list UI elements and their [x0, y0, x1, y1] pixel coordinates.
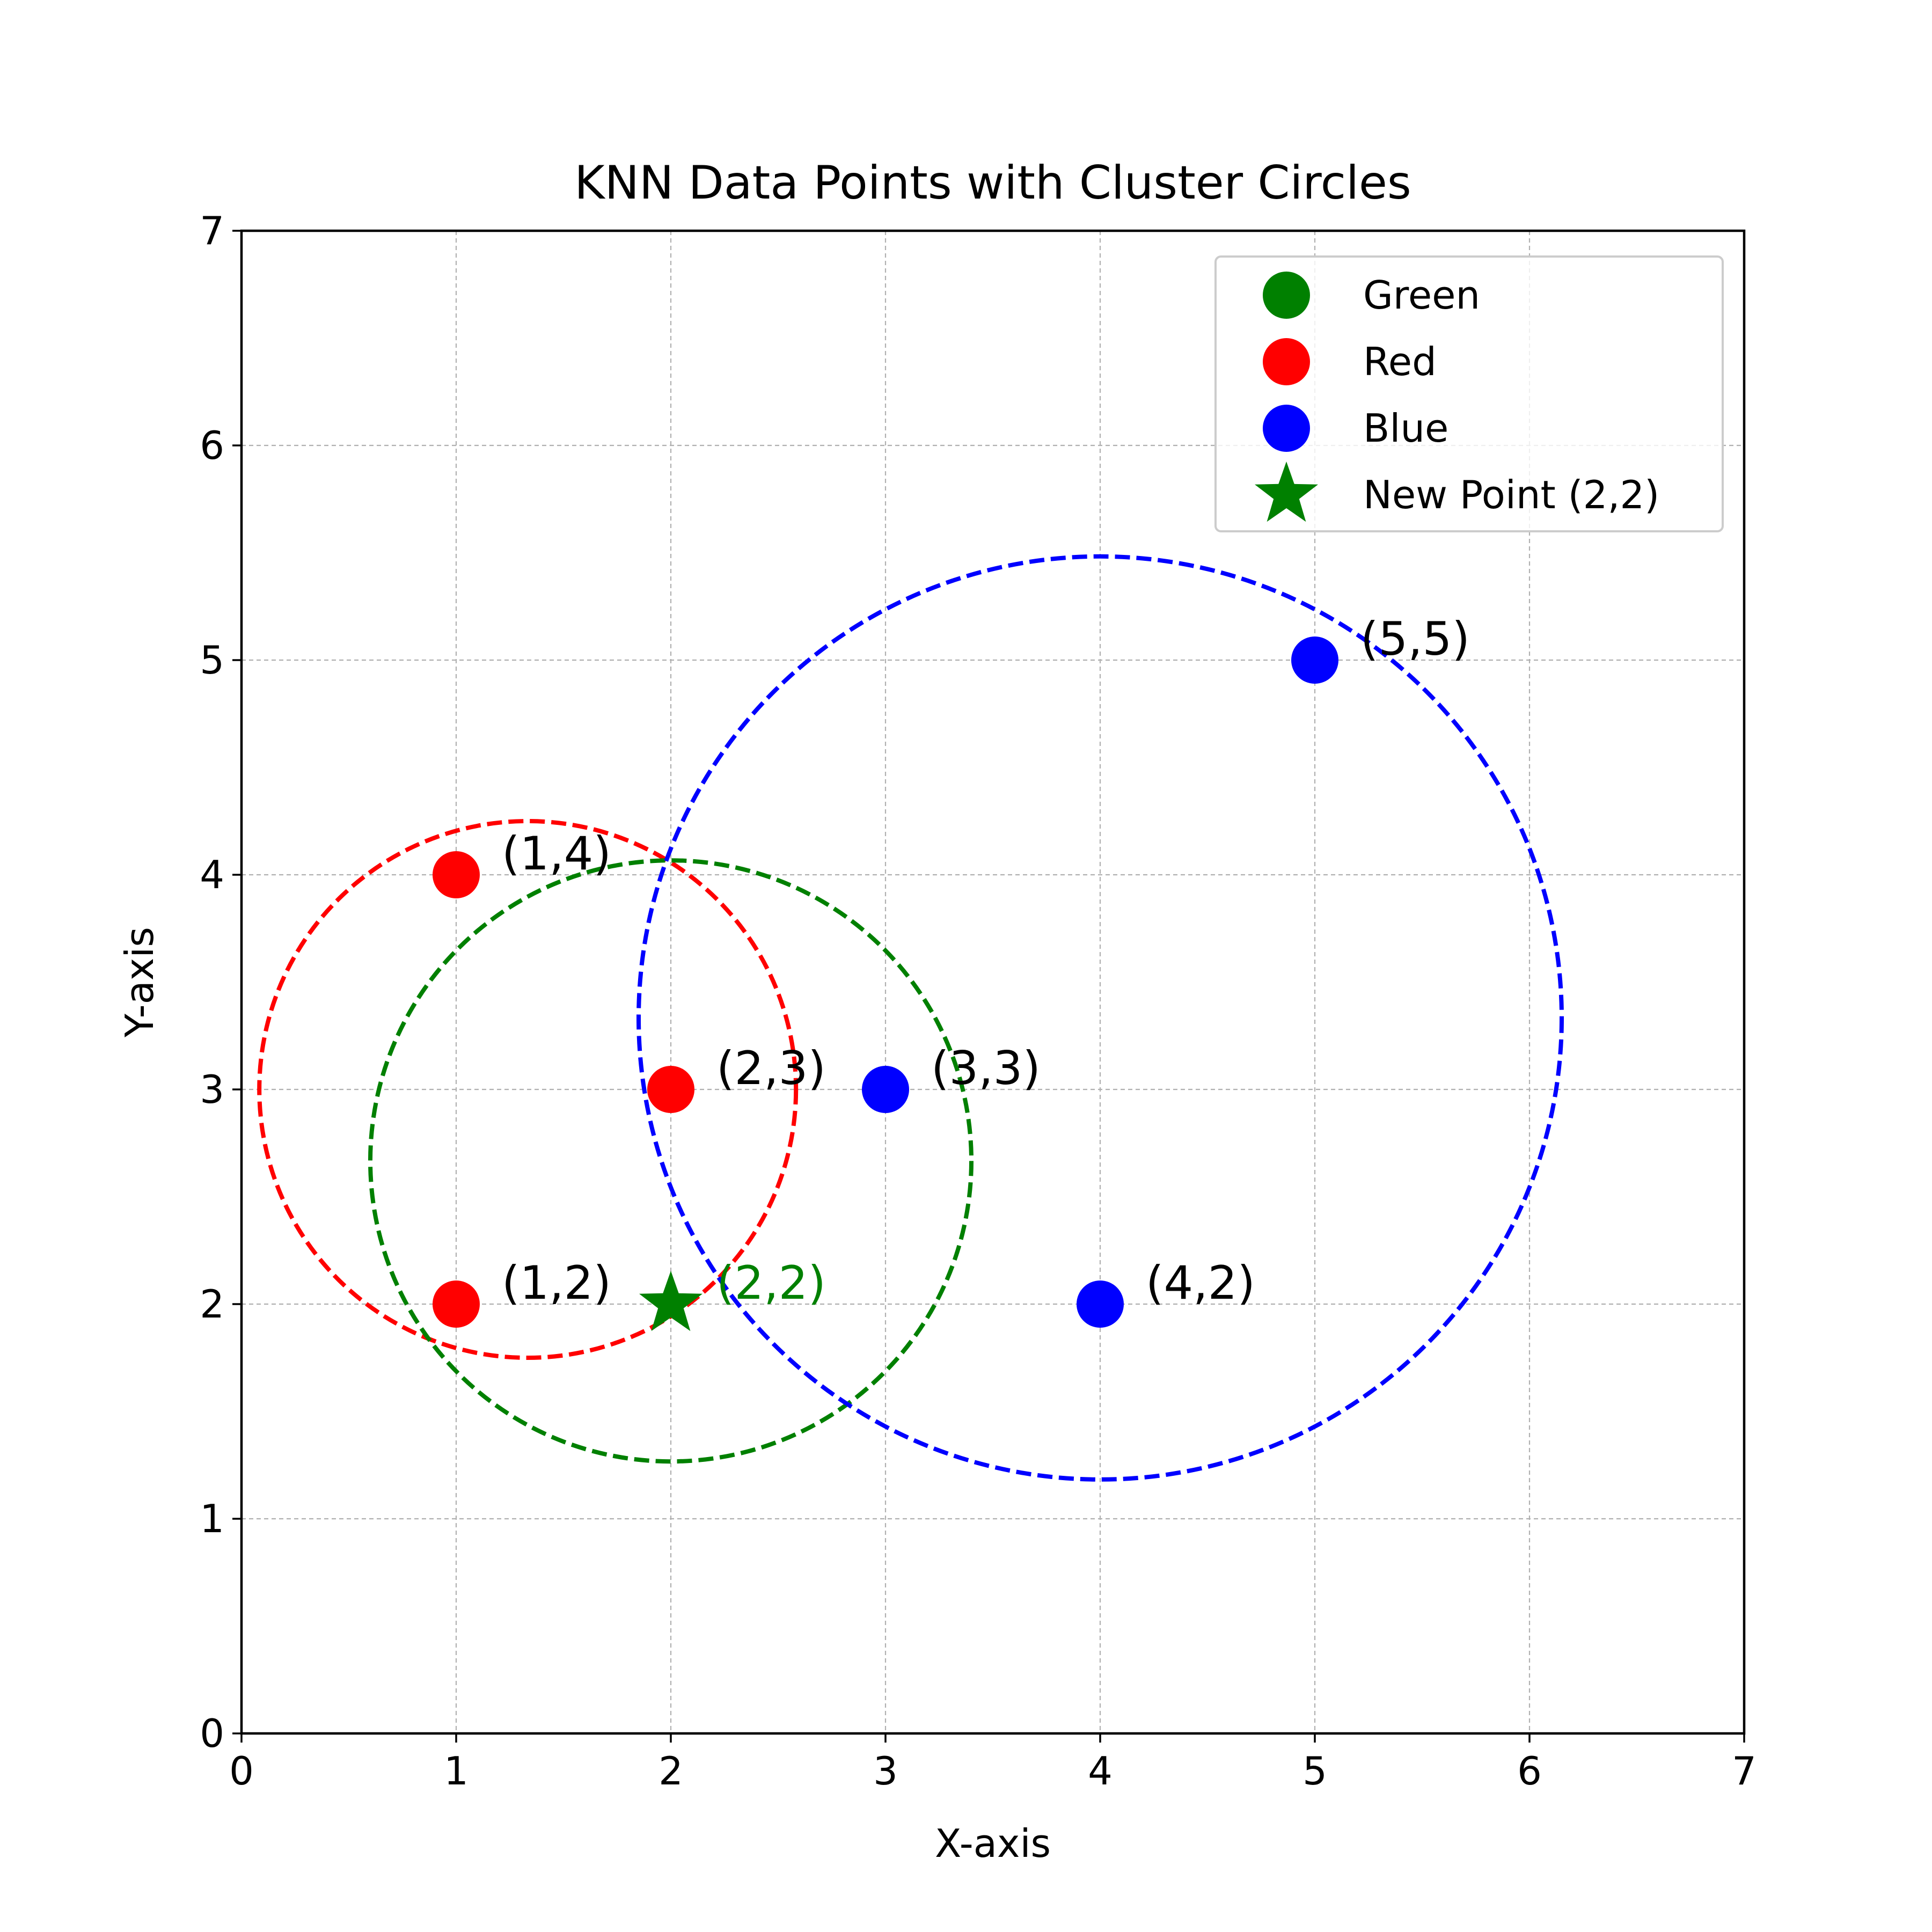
- y-tick-label: 0: [200, 1711, 224, 1756]
- x-tick-label: 2: [658, 1748, 683, 1794]
- legend-label: Blue: [1363, 406, 1448, 451]
- point-label: (2,2): [716, 1256, 826, 1310]
- point-label: (2,3): [716, 1042, 826, 1095]
- y-tick-label: 1: [200, 1496, 224, 1541]
- cluster-circle: [368, 858, 974, 1464]
- legend-items: Green Red Blue New Point (2,2): [1255, 272, 1659, 522]
- y-axis-label: Y-axis: [117, 927, 162, 1038]
- point-label: (1,4): [502, 827, 611, 881]
- y-tick-label: 6: [200, 423, 224, 468]
- y-tick-label: 5: [200, 638, 224, 683]
- y-tick-label: 2: [200, 1282, 224, 1327]
- data-point-star: [639, 1271, 702, 1331]
- y-tick-label: 7: [200, 208, 224, 253]
- x-tick-label: 6: [1517, 1748, 1542, 1794]
- x-axis-label: X-axis: [935, 1821, 1051, 1866]
- legend-label: Green: [1363, 273, 1480, 318]
- x-tick-label: 5: [1302, 1748, 1327, 1794]
- chart-title: KNN Data Points with Cluster Circles: [574, 156, 1411, 210]
- data-points: [433, 636, 1338, 1331]
- legend-marker: [1263, 405, 1310, 452]
- point-label: (3,3): [931, 1042, 1041, 1095]
- cluster-circle: [636, 554, 1564, 1482]
- legend-marker-star: [1255, 462, 1318, 522]
- x-tick-label: 1: [444, 1748, 469, 1794]
- y-tick-label: 4: [200, 852, 224, 897]
- legend-label: Red: [1363, 339, 1437, 384]
- legend-marker: [1263, 338, 1310, 385]
- cluster-circle: [257, 819, 799, 1360]
- x-tick-label: 4: [1088, 1748, 1113, 1794]
- data-point: [647, 1066, 694, 1113]
- legend-label: New Point (2,2): [1363, 472, 1659, 517]
- data-point: [1291, 636, 1338, 684]
- axis-ticks: 0 1 2 3 4 5 6 7 0 1 2 3 4 5 6 7: [200, 208, 1757, 1794]
- data-point: [433, 1280, 480, 1328]
- point-label: (5,5): [1360, 612, 1470, 666]
- x-tick-label: 0: [229, 1748, 254, 1794]
- cluster-circles: [257, 554, 1564, 1482]
- legend-marker: [1263, 272, 1310, 319]
- y-tick-label: 3: [200, 1067, 224, 1112]
- point-label: (4,2): [1146, 1256, 1255, 1310]
- x-tick-label: 3: [873, 1748, 898, 1794]
- x-tick-label: 7: [1732, 1748, 1757, 1794]
- data-point: [862, 1066, 909, 1113]
- legend-box: [1214, 255, 1724, 532]
- data-point: [1077, 1280, 1124, 1328]
- point-label: (1,2): [502, 1256, 611, 1310]
- legend: Green Red Blue New Point (2,2): [1214, 255, 1724, 532]
- data-point: [433, 851, 480, 898]
- point-labels: (1,2) (1,4) (2,3) (3,3) (4,2) (5,5) (2,2): [502, 612, 1470, 1310]
- axes-frame: [240, 229, 1746, 1735]
